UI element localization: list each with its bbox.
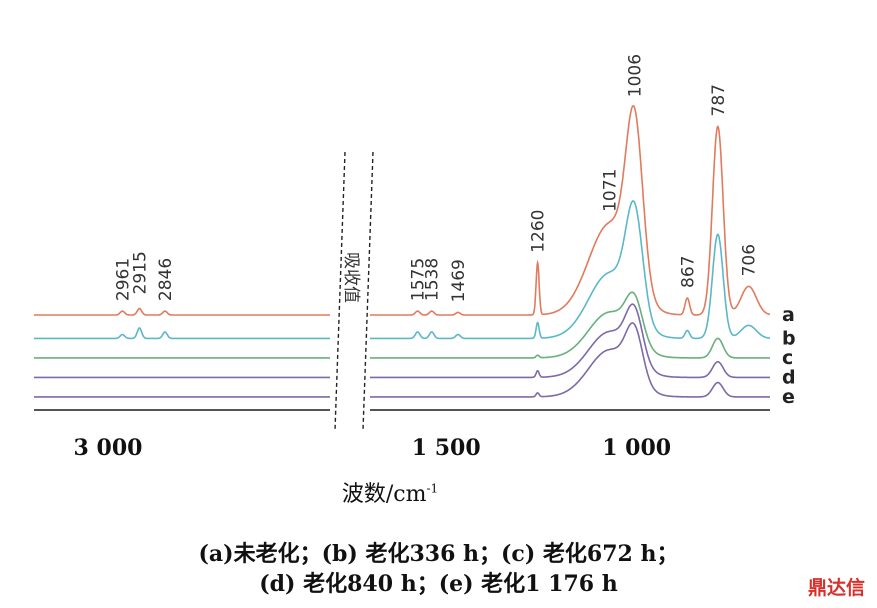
peak-label-1260: 1260	[529, 210, 549, 253]
y-annotation: 吸收值	[341, 252, 361, 303]
x-tick-1500: 1 500	[412, 435, 481, 461]
series-a-line-0	[34, 307, 330, 316]
series-label-c: c	[782, 347, 793, 369]
peak-label-1071: 1071	[601, 169, 621, 212]
peak-label-1469: 1469	[449, 259, 469, 302]
series-e-line-1	[370, 322, 770, 398]
x-tick-3000: 3 000	[74, 435, 143, 461]
series-b-line-1	[370, 200, 770, 340]
series-label-b: b	[782, 327, 796, 349]
caption-line-2: (d) 老化840 h；(e) 老化1 176 h	[259, 571, 618, 597]
x-tick-labels: 3 000 1 500 1 000	[74, 435, 672, 461]
peak-label-867: 867	[678, 256, 698, 288]
peak-label-706: 706	[740, 244, 760, 276]
peak-label-1575: 1575	[409, 258, 429, 301]
series-label-d: d	[782, 366, 796, 388]
peak-label-2846: 2846	[156, 258, 176, 301]
peak-label-2915: 2915	[130, 251, 150, 294]
x-tick-1000: 1 000	[602, 435, 671, 461]
series-b-line-0	[34, 327, 330, 340]
caption-line-1: (a)未老化；(b) 老化336 h；(c) 老化672 h；	[198, 541, 679, 567]
peak-label-2961: 2961	[113, 258, 133, 301]
x-axis-label: 波数/cm-1	[341, 481, 439, 507]
axis-break-line-0	[334, 151, 346, 431]
axis-break-marks: 吸收值	[334, 151, 374, 431]
axis-break-line-1	[362, 151, 374, 431]
peak-label-1538: 1538	[423, 258, 443, 301]
series-a-line-1	[370, 104, 771, 316]
series-c-line-1	[370, 291, 770, 359]
series-label-e: e	[782, 386, 795, 408]
watermark-logo: 鼎达信	[807, 577, 865, 599]
series-d-line-1	[370, 303, 770, 379]
peak-label-787: 787	[709, 84, 729, 116]
series-label-a: a	[782, 304, 795, 326]
peak-label-1006: 1006	[625, 54, 645, 97]
